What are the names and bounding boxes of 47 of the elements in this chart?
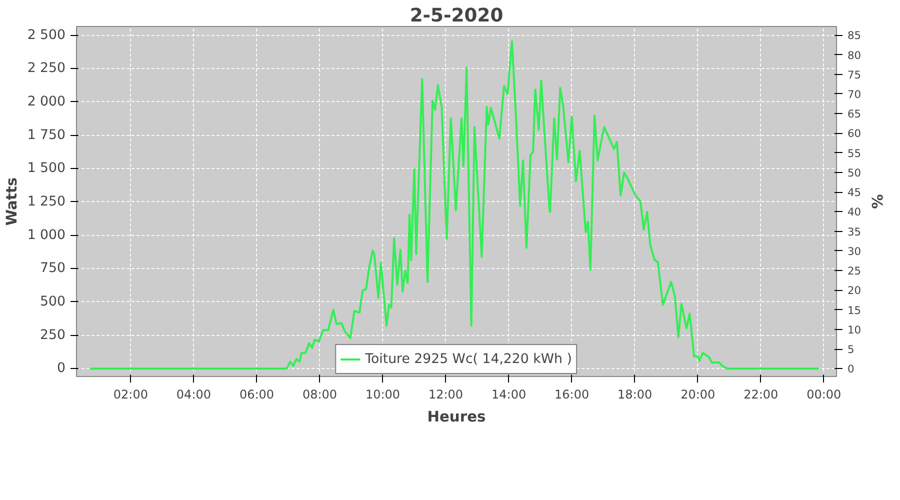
y-tick-label: 750 — [40, 261, 66, 276]
y2-tick-label: 15 — [848, 304, 862, 317]
y2-tick-label: 85 — [848, 29, 862, 42]
y2-tick-label: 75 — [848, 68, 862, 82]
line-series — [88, 40, 820, 370]
y2-tick-label: 45 — [848, 186, 862, 200]
y2-tick-label: 0 — [848, 362, 854, 376]
y2-tick-label: 55 — [848, 146, 862, 160]
y-tick-label: 1 500 — [27, 161, 66, 176]
x-tick-label: 20:00 — [680, 388, 716, 402]
y-tick-label: 1 250 — [27, 194, 66, 210]
y-tick-label: 2 000 — [27, 94, 66, 110]
chart-title: 2-5-2020 — [410, 6, 504, 26]
y2-tick-label: 50 — [848, 166, 862, 180]
y2-tick-label: 20 — [848, 284, 862, 298]
y-tick-label: 500 — [40, 294, 66, 310]
y2-tick-label: 25 — [848, 264, 862, 278]
x-tick-label: 04:00 — [176, 388, 212, 402]
x-tick-label: 22:00 — [744, 388, 778, 402]
x-tick-label: 06:00 — [239, 388, 274, 402]
y-tick-label: 1 750 — [27, 128, 66, 143]
y2-tick-label: 35 — [848, 225, 862, 238]
y-tick-label: 2 250 — [27, 61, 66, 76]
x-axis-title: Heures — [427, 408, 486, 426]
y2-tick-label: 80 — [848, 48, 862, 62]
y-tick-label: 0 — [57, 361, 66, 376]
y-tick-label: 250 — [40, 328, 66, 343]
x-tick-label: 10:00 — [365, 388, 400, 402]
x-tick-label: 12:00 — [428, 388, 464, 402]
legend-label: Toiture 2925 Wc( 14,220 kWh ) — [365, 352, 572, 366]
x-tick-label: 02:00 — [113, 388, 148, 402]
y2-tick-label: 70 — [848, 88, 862, 101]
x-tick-label: 00:00 — [806, 388, 842, 402]
y2-tick-label: 40 — [848, 206, 862, 219]
y2-axis-title: % — [868, 194, 886, 210]
y-tick-label: 2 500 — [27, 28, 66, 43]
y-tick-label: 1 000 — [27, 228, 66, 243]
y2-tick-label: 10 — [848, 323, 862, 336]
x-tick-label: 18:00 — [618, 388, 652, 402]
y-axis-title: Watts — [3, 177, 20, 226]
x-tick-label: 16:00 — [554, 388, 590, 402]
y2-tick-label: 60 — [848, 127, 862, 140]
y2-tick-label: 65 — [848, 108, 862, 121]
x-tick-label: 08:00 — [302, 388, 338, 402]
y2-tick-label: 5 — [848, 343, 854, 356]
y2-tick-label: 30 — [848, 244, 862, 258]
x-tick-label: 14:00 — [492, 388, 526, 402]
